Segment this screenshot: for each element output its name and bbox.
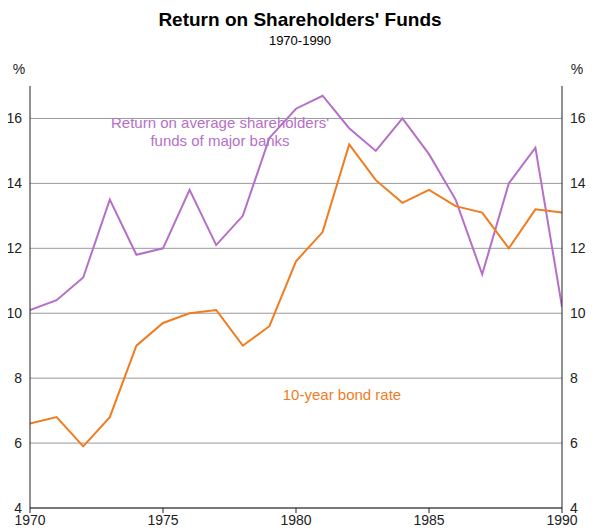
svg-text:8: 8	[570, 370, 578, 386]
svg-text:4: 4	[14, 500, 22, 516]
svg-text:12: 12	[570, 240, 586, 256]
svg-text:14: 14	[8, 175, 22, 191]
svg-text:6: 6	[14, 435, 22, 451]
html-text:Return on Shareholders' Funds: Return on Shareholders' Funds	[158, 9, 442, 30]
svg-text:10: 10	[8, 305, 22, 321]
svg-text:8: 8	[14, 370, 22, 386]
svg-text:10: 10	[570, 305, 586, 321]
html-text:Return on average shareholders: Return on average shareholders' funds of…	[111, 114, 329, 149]
svg-text:14: 14	[570, 175, 586, 191]
svg-text:%: %	[571, 61, 583, 77]
svg-text:12: 12	[8, 240, 22, 256]
html-text:1970-1990: 1970-1990	[268, 33, 332, 48]
svg-text:16: 16	[570, 110, 586, 126]
svg-text:6: 6	[570, 435, 578, 451]
svg-text:1985: 1985	[413, 512, 444, 528]
svg-text:%: %	[13, 61, 25, 77]
svg-text:1990: 1990	[546, 511, 578, 528]
svg-text:4: 4	[570, 500, 578, 516]
svg-text:1980: 1980	[280, 512, 311, 528]
html-text:10-year bond rate: 10-year bond rate	[282, 386, 402, 403]
svg-text:16: 16	[8, 110, 22, 126]
svg-text:1975: 1975	[147, 512, 178, 528]
svg-text:1970: 1970	[14, 511, 46, 528]
